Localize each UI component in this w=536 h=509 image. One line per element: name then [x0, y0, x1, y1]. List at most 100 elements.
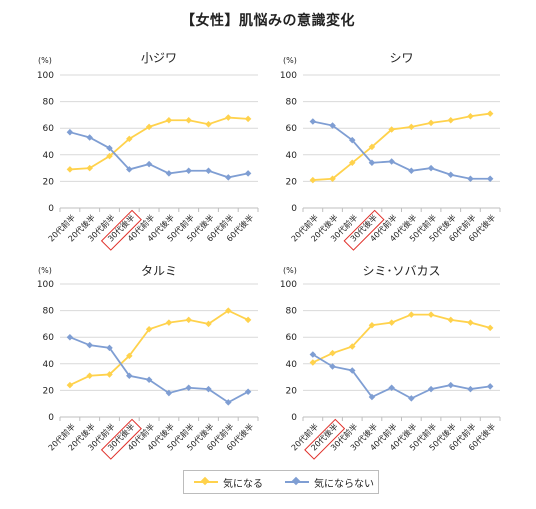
y-unit-label: (%) — [283, 266, 297, 275]
series-line-2 — [69, 131, 249, 179]
y-tick-label: 100 — [280, 71, 297, 81]
data-point — [225, 114, 232, 121]
data-point — [348, 136, 356, 144]
y-tick-label: 80 — [43, 307, 55, 317]
y-tick-label: 0 — [291, 204, 297, 214]
y-tick-label: 80 — [43, 98, 55, 108]
y-tick-label: 40 — [286, 360, 298, 370]
y-tick-label: 20 — [43, 177, 55, 187]
data-point — [86, 134, 93, 141]
y-tick-label: 100 — [37, 280, 54, 290]
data-point — [205, 320, 212, 328]
data-point — [86, 164, 93, 172]
data-point — [447, 171, 455, 179]
data-point — [309, 351, 317, 358]
chart-title: シミ･ソバカス — [362, 264, 440, 278]
data-point — [309, 176, 317, 184]
series-line-2 — [69, 336, 249, 404]
series-line-1 — [312, 313, 491, 364]
data-point — [447, 116, 455, 124]
data-point — [329, 363, 336, 370]
data-point — [486, 324, 494, 332]
data-point — [368, 393, 376, 401]
data-point — [368, 321, 376, 329]
y-tick-label: 60 — [43, 124, 55, 134]
data-point — [348, 159, 356, 167]
chart-2: シワ(%)02040608010020代前半20代後半30代前半30代後半40代… — [280, 51, 501, 251]
data-point — [388, 319, 395, 326]
data-point — [165, 319, 173, 326]
chart-1: 小ジワ(%)02040608010020代前半20代後半30代前半30代後半40… — [37, 51, 259, 251]
data-point — [388, 384, 395, 391]
data-point — [467, 385, 474, 393]
legend: 気になる 気にならない — [183, 470, 379, 494]
data-point — [486, 383, 494, 390]
data-point — [309, 118, 317, 125]
data-point — [145, 123, 153, 131]
data-point — [408, 167, 415, 175]
data-point — [126, 135, 133, 143]
data-point — [66, 333, 74, 341]
data-point — [447, 316, 455, 324]
legend-item-series-a: 気になる — [194, 475, 263, 490]
y-tick-label: 40 — [286, 151, 298, 161]
y-tick-label: 0 — [48, 204, 54, 214]
data-point — [106, 371, 113, 378]
series-line-1 — [69, 116, 249, 171]
legend-swatch-series-b — [285, 476, 309, 486]
data-point — [467, 175, 474, 182]
data-point — [66, 128, 74, 136]
y-tick-label: 20 — [43, 386, 55, 396]
y-tick-label: 40 — [43, 360, 55, 370]
data-point — [86, 341, 93, 349]
legend-label-series-a: 気になる — [223, 478, 263, 490]
data-point — [66, 381, 74, 389]
series-line-1 — [69, 309, 249, 386]
y-tick-label: 60 — [43, 333, 55, 343]
data-point — [486, 110, 494, 117]
chart-3: タルミ(%)02040608010020代前半20代後半30代前半30代後半40… — [37, 264, 259, 460]
chart-title: シワ — [389, 51, 413, 65]
data-point — [126, 372, 133, 380]
data-point — [368, 159, 376, 167]
data-point — [165, 170, 173, 177]
chart-4: シミ･ソバカス(%)02040608010020代前半20代後半30代前半30代… — [280, 264, 501, 460]
data-point — [185, 167, 192, 175]
data-point — [225, 399, 232, 406]
data-point — [244, 316, 252, 324]
data-point — [225, 174, 232, 181]
data-point — [467, 112, 474, 120]
data-point — [368, 143, 376, 151]
data-point — [329, 175, 336, 182]
data-point — [244, 388, 252, 395]
data-point — [106, 152, 113, 160]
data-point — [66, 166, 74, 173]
y-unit-label: (%) — [38, 56, 52, 65]
series-line-2 — [312, 120, 491, 180]
data-point — [408, 395, 415, 402]
data-point — [145, 160, 153, 168]
highlight-box — [100, 209, 142, 251]
data-point — [145, 376, 153, 384]
y-tick-label: 20 — [286, 177, 298, 187]
y-tick-label: 60 — [286, 333, 298, 343]
highlight-box — [343, 209, 385, 251]
y-tick-label: 100 — [280, 280, 297, 290]
highlight-box — [304, 418, 346, 460]
highlight-box — [100, 418, 142, 460]
data-point — [185, 384, 192, 391]
page-title: 【女性】肌悩みの意識変化 — [181, 13, 355, 29]
legend-swatch-series-a — [194, 476, 218, 486]
data-point — [244, 115, 252, 123]
data-point — [348, 343, 356, 350]
data-point — [145, 325, 153, 333]
series-line-2 — [312, 353, 491, 400]
data-point — [408, 123, 415, 131]
y-tick-label: 0 — [291, 413, 297, 423]
data-point — [225, 307, 232, 314]
data-point — [205, 167, 212, 175]
data-point — [467, 319, 474, 326]
data-point — [185, 316, 192, 324]
data-point — [486, 175, 494, 182]
